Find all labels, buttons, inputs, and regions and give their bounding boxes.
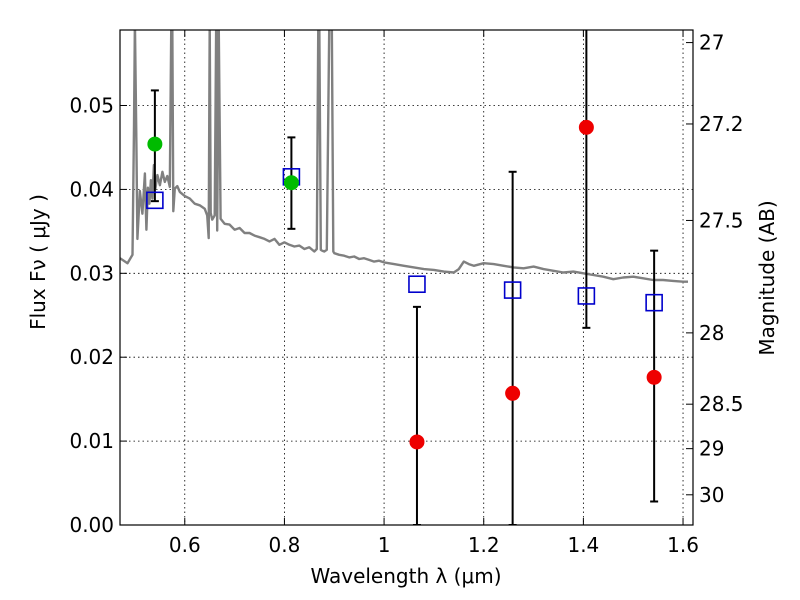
detection-point <box>283 175 299 191</box>
detection-point <box>147 136 163 152</box>
y-tick-label: 0.00 <box>69 513 114 537</box>
y-tick-label: 0.03 <box>69 261 114 285</box>
y2-tick-label: 27.2 <box>699 112 744 136</box>
model-bandpass-point <box>645 293 663 312</box>
y-axis-label: Flux Fν ( μJy ) <box>26 194 50 330</box>
nondetection-point <box>646 369 662 385</box>
model-bandpass-point <box>503 281 522 299</box>
x-tick-label: 1.4 <box>567 533 599 557</box>
x-tick-label: 0.8 <box>269 533 301 557</box>
nondetection-point <box>409 434 425 450</box>
y2-tick-label: 28 <box>699 321 724 345</box>
x-tick-label: 0.6 <box>169 533 201 557</box>
x-tick-label: 1.2 <box>468 533 500 557</box>
y2-tick-label: 28.5 <box>699 392 744 416</box>
plot-frame <box>119 29 694 526</box>
x-tick-label: 1.6 <box>667 533 699 557</box>
x-tick-label: 1 <box>378 533 391 557</box>
model-bandpass-point <box>577 287 596 305</box>
model-bandpass-point <box>408 275 426 294</box>
y-tick-label: 0.05 <box>69 94 114 118</box>
y2-axis-label: Magnitude (AB) <box>755 200 779 355</box>
axes: 0.6 0.8 1 1.2 1.4 1.6 0.00 0.01 0.02 0.03 0.04 0.05… <box>69 30 744 557</box>
y-tick-label: 0.04 <box>69 177 114 201</box>
plot-area <box>120 30 688 525</box>
nondetection-point <box>578 119 594 135</box>
y-tick-label: 0.02 <box>69 345 114 369</box>
y2-tick-label: 30 <box>699 483 724 507</box>
model-spectrum-line <box>120 30 688 283</box>
x-axis-label: Wavelength λ (μm) <box>310 564 501 588</box>
y2-tick-label: 27 <box>699 31 724 55</box>
y2-tick-label: 27.5 <box>699 208 744 232</box>
y2-tick-label: 29 <box>699 437 724 461</box>
model-bandpass-point <box>146 191 164 210</box>
y-tick-label: 0.01 <box>69 429 114 453</box>
nondetection-point <box>505 385 521 401</box>
